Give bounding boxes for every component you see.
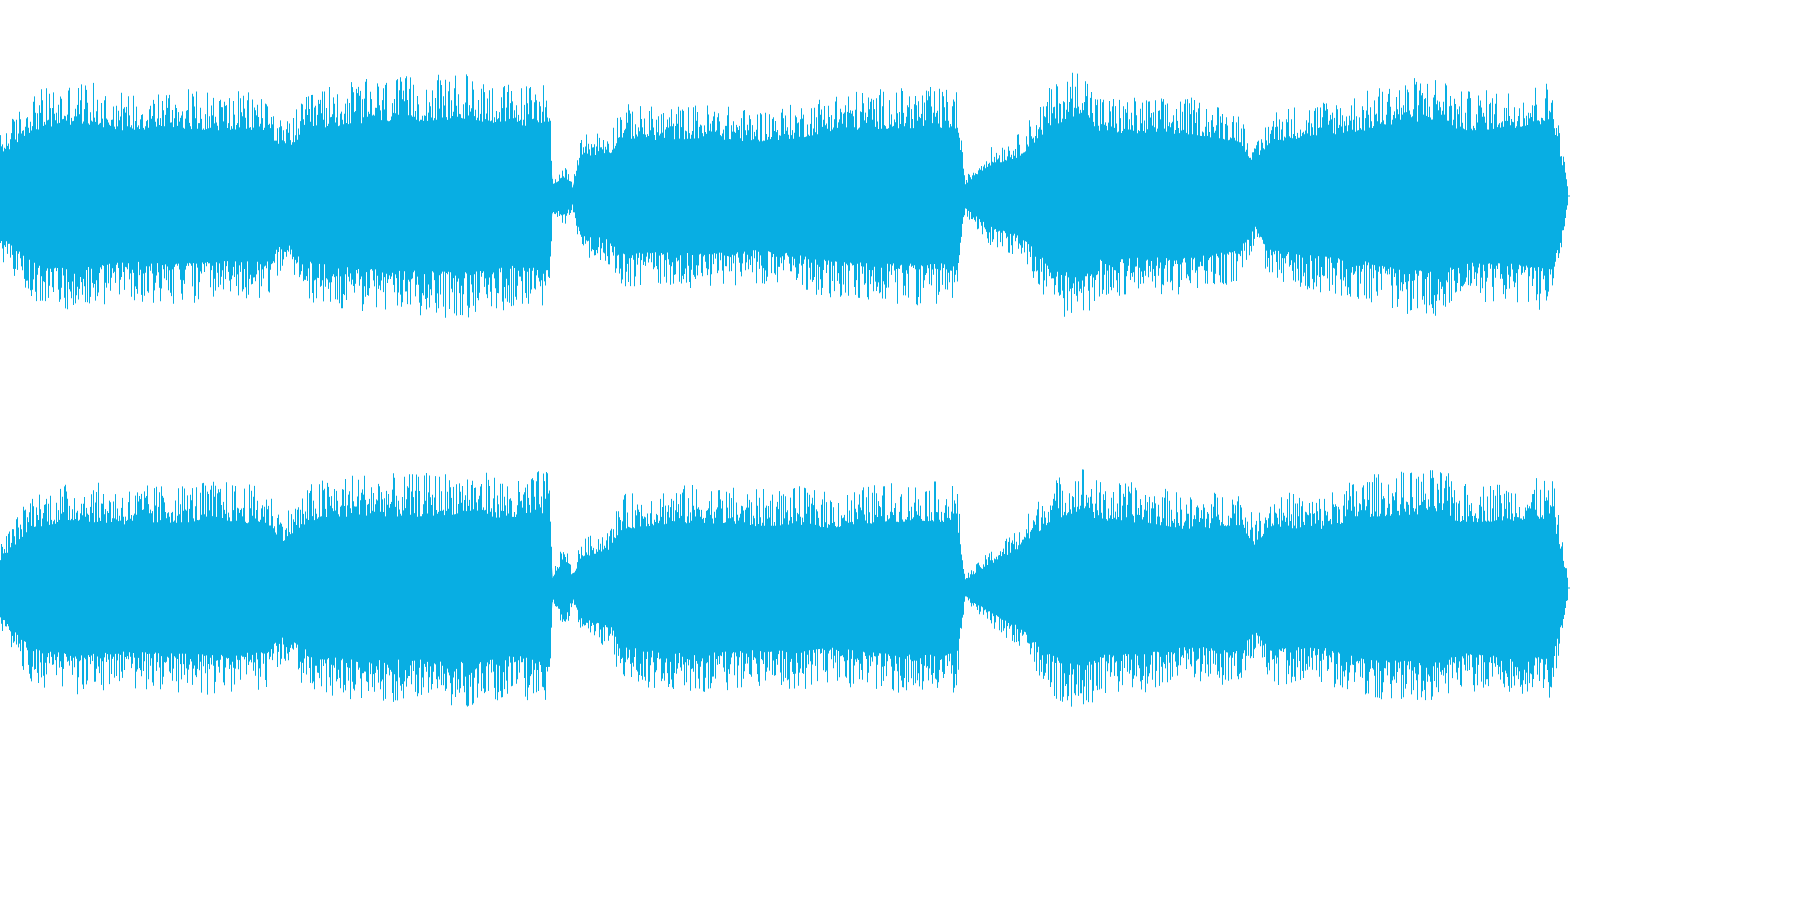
waveform-channel-top: [0, 72, 1570, 318]
waveform-spikes: [0, 469, 1568, 707]
waveform-channel-bottom: [0, 469, 1570, 707]
waveform-spikes: [0, 72, 1568, 318]
